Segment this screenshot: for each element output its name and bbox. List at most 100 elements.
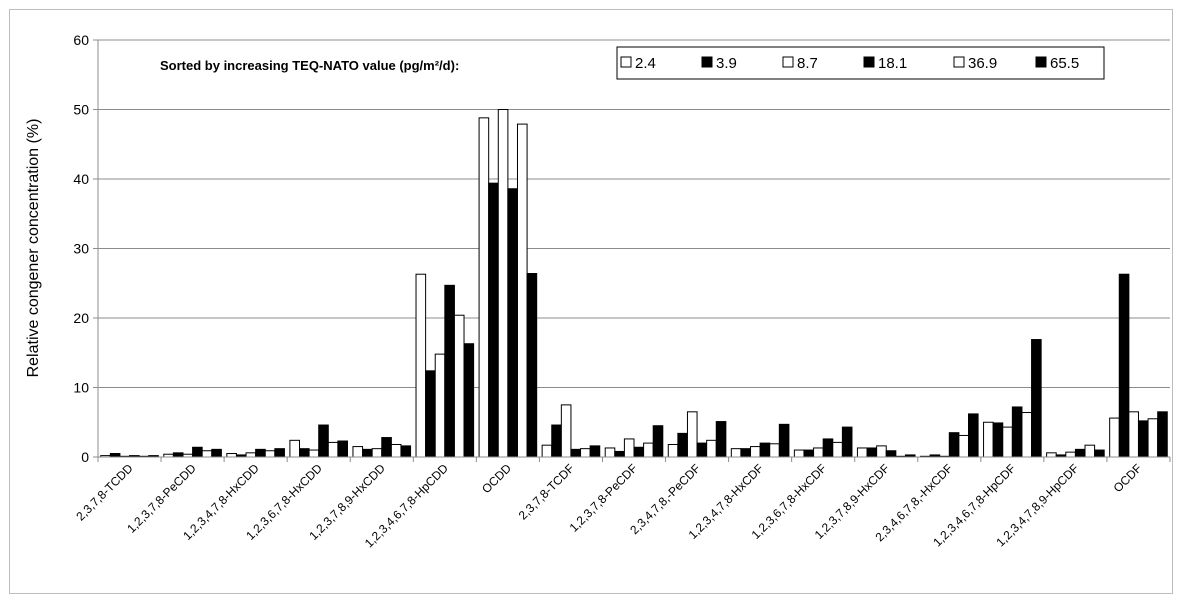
bar <box>832 441 843 458</box>
bar <box>211 448 222 458</box>
legend-box <box>616 46 1105 80</box>
y-tick-label: 10 <box>73 380 89 396</box>
legend-swatch <box>1035 56 1047 68</box>
y-tick-label: 60 <box>73 32 89 48</box>
bar <box>715 421 727 458</box>
bar <box>560 404 572 458</box>
bar <box>740 448 752 458</box>
bar <box>463 343 475 458</box>
bar <box>541 444 553 458</box>
bar <box>803 449 815 458</box>
bar <box>551 424 562 458</box>
legend-label: 36.9 <box>968 55 997 72</box>
bar <box>1031 339 1042 458</box>
bar <box>255 448 266 458</box>
bar <box>1084 444 1096 458</box>
bar <box>1147 418 1159 458</box>
bar <box>109 453 121 458</box>
legend-swatch <box>701 56 713 68</box>
bar <box>192 446 203 458</box>
bar <box>400 445 412 458</box>
bar <box>1109 417 1120 458</box>
bar <box>885 450 897 458</box>
bar <box>856 447 868 458</box>
x-tick-label: 2,3,7,8-TCDF <box>516 461 577 522</box>
legend-label: 3.9 <box>716 55 737 72</box>
bar <box>677 432 688 458</box>
bar <box>1074 448 1086 458</box>
bar <box>696 442 708 458</box>
legend: 2.4 3.9 8.7 18.1 36.9 65.5 <box>616 46 1105 80</box>
bar <box>580 448 591 458</box>
y-axis-label: Relative congener concentration (%) <box>25 119 42 378</box>
bar <box>362 448 373 458</box>
bar <box>264 450 276 458</box>
bar <box>1046 452 1057 458</box>
bar <box>444 284 455 458</box>
bar <box>308 449 320 458</box>
bar <box>425 370 436 458</box>
bar <box>1157 411 1168 458</box>
bar <box>327 441 339 458</box>
bar <box>604 447 616 458</box>
axes <box>97 40 1171 462</box>
x-tick-label: OCDD <box>479 461 514 496</box>
legend-label: 18.1 <box>878 55 907 72</box>
bar <box>841 426 853 458</box>
bar <box>614 450 625 458</box>
bar <box>497 109 509 458</box>
bar <box>958 434 969 458</box>
y-tick-labels: 0 10 20 30 40 50 60 <box>73 32 89 465</box>
legend-swatch <box>620 56 632 68</box>
bar <box>526 273 538 458</box>
bar <box>589 445 601 458</box>
chart-frame <box>9 9 1173 594</box>
bar <box>778 423 790 458</box>
bar <box>381 437 392 458</box>
bar <box>1021 412 1033 458</box>
bar <box>570 448 582 458</box>
bar <box>1065 451 1076 458</box>
y-tick-label: 50 <box>73 102 89 118</box>
bar <box>201 450 213 458</box>
bar <box>750 446 761 458</box>
y-tick-label: 0 <box>81 449 89 465</box>
bar <box>822 438 834 458</box>
legend-label: 65.5 <box>1050 55 1079 72</box>
x-tick-label: 2,3,7,8-TCDD <box>73 461 135 523</box>
bar <box>730 448 742 458</box>
bar <box>769 443 780 458</box>
bar <box>633 446 645 458</box>
bar <box>1002 426 1013 458</box>
bar <box>813 447 824 458</box>
bar <box>453 314 465 458</box>
legend-swatch <box>782 56 794 68</box>
bar <box>274 448 285 458</box>
bar <box>793 449 805 458</box>
bar <box>1137 420 1149 458</box>
bar <box>706 439 717 458</box>
bar <box>759 442 771 458</box>
legend-label: 8.7 <box>797 55 818 72</box>
bar <box>507 188 518 458</box>
bar <box>478 117 490 458</box>
bar <box>434 353 446 458</box>
bar <box>983 421 994 458</box>
bar <box>371 448 383 458</box>
bar <box>299 448 310 458</box>
bar <box>1118 273 1130 458</box>
bar <box>686 411 698 458</box>
bar <box>289 439 301 458</box>
bar <box>948 432 960 458</box>
bar <box>352 446 364 458</box>
legend-swatch <box>863 56 875 68</box>
bar <box>992 422 1004 458</box>
bar <box>488 182 499 458</box>
bars <box>100 109 1168 458</box>
y-tick-label: 20 <box>73 310 89 326</box>
bar <box>876 445 887 458</box>
bar <box>623 438 635 458</box>
bar <box>245 452 257 458</box>
bar <box>643 442 654 458</box>
